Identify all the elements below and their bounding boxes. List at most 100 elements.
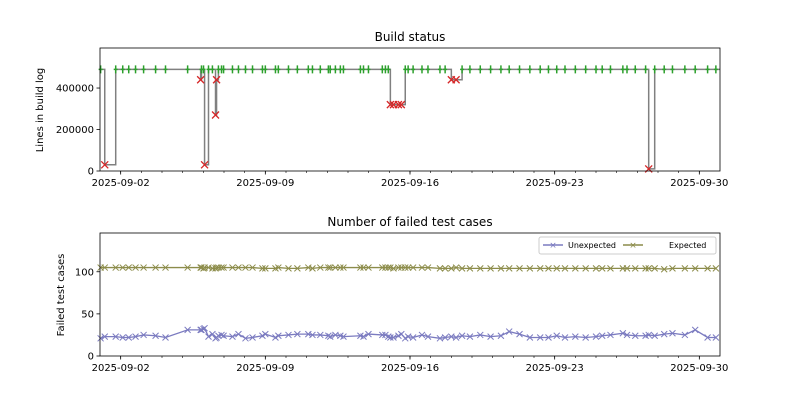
- build-passed-marker: [633, 65, 638, 74]
- build-passed-marker: [608, 65, 613, 74]
- build-failed-marker: [397, 100, 406, 109]
- data-point-unexpected: [436, 334, 444, 342]
- data-point-expected: [487, 265, 494, 272]
- build-passed-marker: [206, 65, 211, 74]
- build-passed-marker: [276, 65, 281, 74]
- build-passed-marker: [185, 65, 190, 74]
- data-point-unexpected: [229, 333, 236, 340]
- data-point-expected: [294, 265, 301, 272]
- build-passed-marker: [153, 65, 158, 74]
- data-point-expected: [704, 265, 711, 272]
- build-passed-marker: [478, 65, 483, 74]
- build-passed-marker: [366, 65, 371, 74]
- build-passed-marker: [662, 65, 667, 74]
- build-passed-marker: [310, 65, 315, 74]
- data-point-expected: [162, 264, 169, 271]
- build-passed-marker: [600, 65, 605, 74]
- data-point-expected: [452, 264, 460, 271]
- data-point-expected: [101, 264, 109, 271]
- data-point-unexpected: [97, 334, 104, 342]
- build-passed-marker: [488, 65, 493, 74]
- build-passed-marker: [230, 65, 235, 74]
- data-point-expected: [436, 265, 444, 272]
- data-point-unexpected: [201, 324, 208, 332]
- data-point-unexpected: [274, 332, 282, 340]
- data-point-expected: [660, 265, 668, 273]
- data-point-unexpected: [112, 333, 120, 340]
- data-point-expected: [561, 265, 569, 272]
- data-point-expected: [418, 264, 426, 271]
- data-point-unexpected: [619, 329, 627, 337]
- build-passed-marker: [250, 65, 255, 74]
- build-passed-marker: [341, 65, 346, 74]
- x-tick-label: 2025-09-23: [526, 178, 584, 189]
- data-point-expected: [424, 264, 432, 271]
- data-point-unexpected: [704, 334, 711, 341]
- build-passed-marker: [286, 65, 291, 74]
- data-point-unexpected: [505, 328, 513, 335]
- data-point-expected: [458, 265, 466, 272]
- data-point-expected: [140, 264, 147, 271]
- build-passed-marker: [620, 65, 625, 74]
- x-tick-label: 2025-09-09: [236, 178, 294, 189]
- data-point-unexpected: [607, 331, 614, 339]
- data-point-unexpected: [132, 333, 139, 340]
- build-passed-marker: [221, 65, 226, 74]
- data-point-expected: [404, 264, 412, 271]
- x-tick-label: 2025-09-30: [670, 363, 728, 374]
- build-passed-marker: [201, 65, 206, 74]
- build-passed-marker: [133, 65, 138, 74]
- data-point-unexpected: [162, 334, 169, 341]
- build-passed-marker: [652, 65, 657, 74]
- data-point-unexpected: [487, 333, 494, 340]
- data-point-unexpected: [458, 332, 466, 340]
- data-point-expected: [553, 265, 561, 272]
- failed-tests-title: Number of failed test cases: [327, 215, 492, 229]
- data-point-expected: [598, 265, 606, 272]
- data-point-unexpected: [285, 331, 292, 339]
- x-tick-label: 2025-09-23: [526, 363, 584, 374]
- data-point-expected: [316, 264, 324, 271]
- data-point-expected: [631, 265, 639, 272]
- data-point-unexpected: [101, 333, 109, 340]
- data-point-expected: [152, 264, 159, 271]
- data-point-unexpected: [384, 333, 392, 340]
- data-point-expected: [441, 265, 449, 272]
- data-point-unexpected: [712, 334, 720, 341]
- y-tick-label: 0: [88, 167, 94, 178]
- build-passed-marker: [583, 65, 588, 74]
- build-failed-marker: [100, 160, 109, 169]
- build-passed-marker: [406, 65, 411, 74]
- data-point-expected: [505, 265, 513, 272]
- data-point-expected: [132, 264, 139, 271]
- data-point-expected: [536, 265, 544, 272]
- build-passed-marker: [507, 65, 512, 74]
- legend-expected: Expected: [669, 241, 706, 250]
- build-passed-marker: [437, 65, 442, 74]
- data-point-expected: [712, 265, 720, 272]
- build-passed-marker: [643, 65, 648, 74]
- build-passed-marker: [295, 65, 300, 74]
- x-tick-label: 2025-09-02: [92, 178, 150, 189]
- legend: × Unexpected × Expected: [538, 236, 717, 255]
- data-point-unexpected: [571, 333, 579, 340]
- build-passed-marker: [527, 65, 532, 74]
- build-passed-marker: [333, 65, 338, 74]
- data-point-expected: [285, 265, 292, 272]
- y-tick-label: 0: [88, 352, 94, 363]
- build-passed-marker: [263, 65, 268, 74]
- build-passed-marker: [306, 65, 311, 74]
- build-passed-marker: [163, 65, 168, 74]
- data-point-expected: [198, 264, 205, 271]
- x-tick-label: 2025-09-02: [92, 363, 150, 374]
- data-point-expected: [651, 265, 659, 272]
- data-point-expected: [382, 264, 389, 271]
- build-passed-marker: [594, 65, 598, 74]
- data-point-unexpected: [242, 334, 249, 342]
- data-point-unexpected: [261, 330, 269, 338]
- build-passed-marker: [517, 65, 522, 74]
- data-point-expected: [516, 265, 523, 272]
- data-point-expected: [249, 264, 256, 271]
- data-point-unexpected: [651, 332, 659, 340]
- build-passed-marker: [318, 65, 323, 74]
